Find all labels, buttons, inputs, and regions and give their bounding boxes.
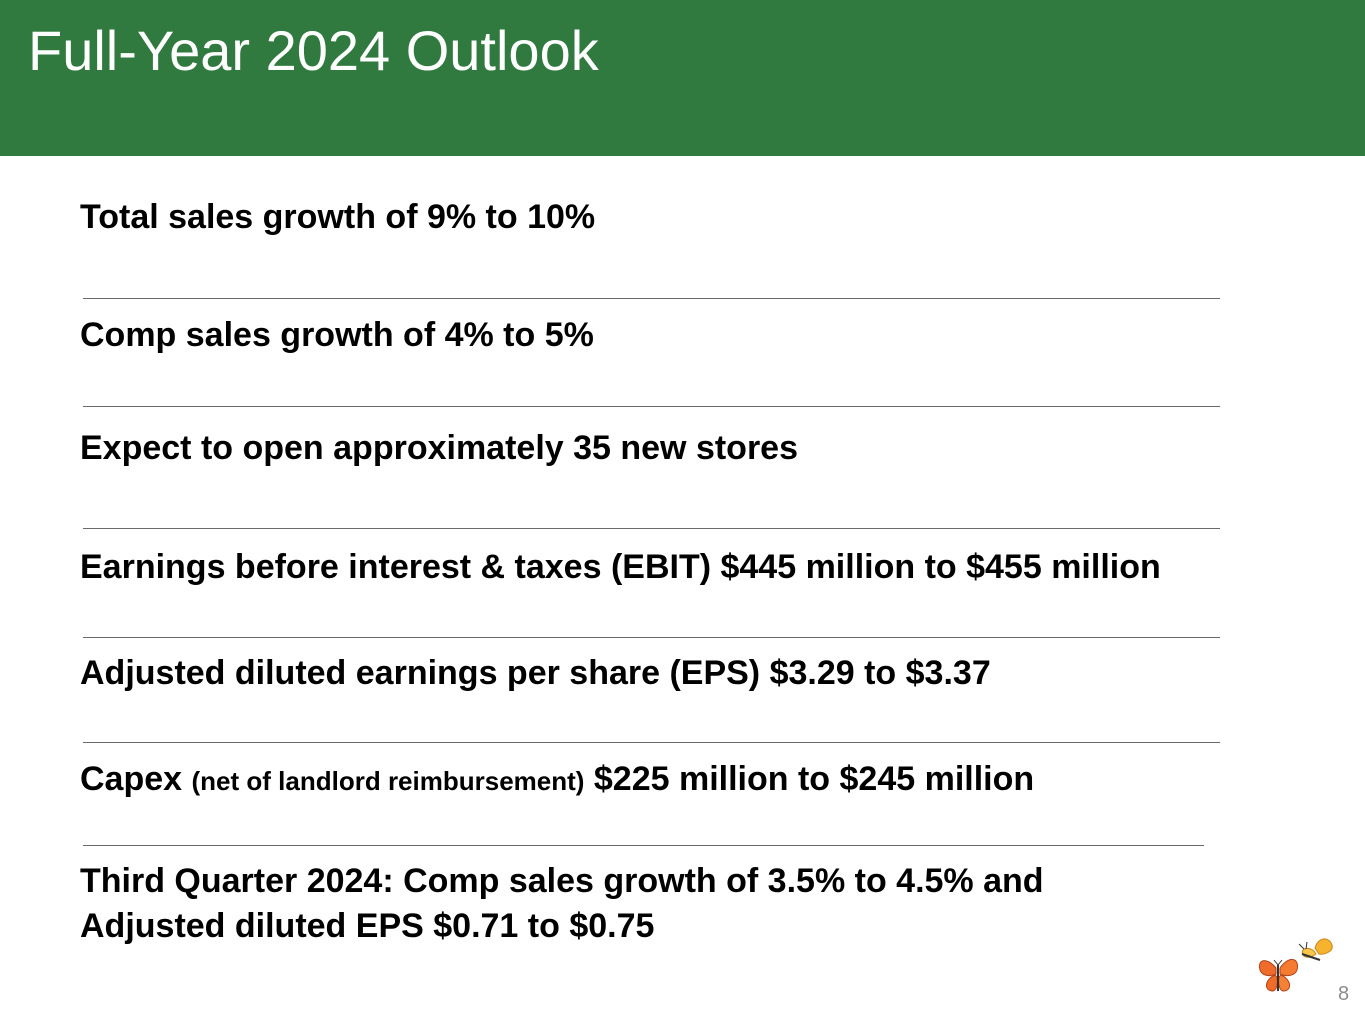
title-banner: Full-Year 2024 Outlook	[0, 0, 1365, 156]
orange-butterfly-icon	[1258, 959, 1299, 992]
third-quarter-line-1: Third Quarter 2024: Comp sales growth of…	[80, 862, 1044, 900]
third-quarter-line-2: Adjusted diluted EPS $0.71 to $0.75	[80, 907, 655, 945]
new-stores: Expect to open approximately 35 new stor…	[80, 429, 799, 467]
ebit-outlook: Earnings before interest & taxes (EBIT) …	[80, 548, 1161, 586]
divider	[83, 298, 1220, 299]
eps-outlook: Adjusted diluted earnings per share (EPS…	[80, 654, 991, 692]
capex-label: Capex	[80, 760, 183, 798]
divider	[83, 637, 1220, 638]
capex-outlook: Capex (net of landlord reimbursement) $2…	[80, 758, 1034, 802]
slide-title: Full-Year 2024 Outlook	[28, 19, 599, 82]
divider	[83, 406, 1220, 407]
divider	[83, 742, 1220, 743]
capex-value: $225 million to $245 million	[593, 760, 1035, 798]
yellow-butterfly-icon	[1298, 938, 1333, 961]
butterflies-icon	[1258, 938, 1333, 992]
divider	[83, 845, 1204, 846]
divider	[83, 528, 1220, 529]
total-sales-growth: Total sales growth of 9% to 10%	[80, 198, 596, 236]
page-number: 8	[1338, 983, 1350, 1005]
capex-note: (net of landlord reimbursement)	[191, 766, 585, 796]
comp-sales-growth: Comp sales growth of 4% to 5%	[80, 316, 594, 354]
